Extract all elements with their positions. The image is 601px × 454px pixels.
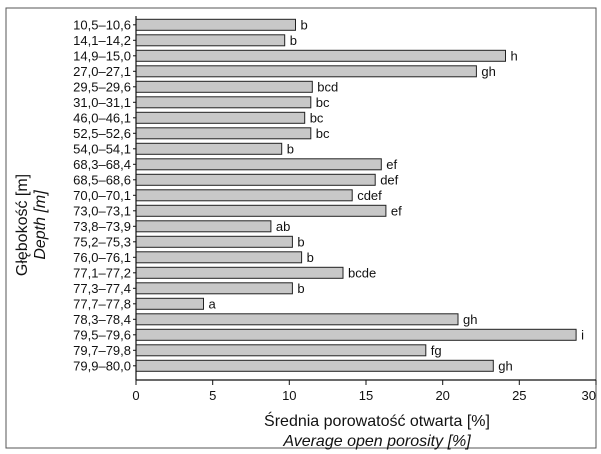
category-label-11: 70,0–70,1 — [73, 188, 131, 203]
category-label-12: 73,0–73,1 — [73, 203, 131, 218]
bar-20 — [135, 328, 577, 341]
x-axis-title: Średnia porowatość otwarta [%] — [264, 411, 490, 430]
category-label-20: 79,5–79,6 — [73, 327, 131, 342]
bar-label-11: cdef — [357, 188, 382, 203]
x-axis-title-english: Average open porosity [%] — [282, 433, 471, 450]
bar-2 — [135, 49, 506, 62]
bar-4 — [135, 80, 313, 93]
bar-label-21: fg — [431, 343, 442, 358]
bar-label-0: b — [301, 17, 308, 32]
bar-label-16: bcde — [348, 265, 376, 280]
category-label-14: 75,2–75,3 — [73, 234, 131, 249]
bar-label-14: b — [297, 234, 304, 249]
bar-label-20: i — [581, 327, 584, 342]
category-label-9: 68,3–68,4 — [73, 157, 131, 172]
category-label-6: 46,0–46,1 — [73, 110, 131, 125]
bar-label-17: b — [297, 281, 304, 296]
category-label-21: 79,7–79,8 — [73, 343, 131, 358]
bar-label-3: gh — [481, 64, 495, 79]
x-tick-label-6: 30 — [582, 388, 596, 403]
category-label-22: 79,9–80,0 — [73, 358, 131, 373]
bar-8 — [135, 142, 283, 155]
bar-label-7: bc — [316, 126, 330, 141]
category-label-13: 73,8–73,9 — [73, 219, 131, 234]
bar-10 — [135, 173, 376, 186]
bar-13 — [135, 220, 272, 233]
bar-label-18: a — [209, 296, 217, 311]
bar-label-10: def — [380, 172, 398, 187]
bar-label-19: gh — [463, 312, 477, 327]
bar-label-2: h — [511, 48, 518, 63]
category-label-3: 27,0–27,1 — [73, 64, 131, 79]
bar-label-5: bc — [316, 95, 330, 110]
category-label-7: 52,5–52,6 — [73, 126, 131, 141]
x-tick-label-2: 10 — [282, 388, 296, 403]
chart-frame — [5, 7, 597, 449]
bar-12 — [135, 204, 387, 217]
category-label-1: 14,1–14,2 — [73, 33, 131, 48]
bar-label-4: bcd — [317, 79, 338, 94]
bar-label-15: b — [307, 250, 314, 265]
bar-label-8: b — [287, 141, 294, 156]
category-label-2: 14,9–15,0 — [73, 48, 131, 63]
bar-16 — [135, 266, 344, 279]
bar-21 — [135, 344, 427, 357]
bar-7 — [135, 127, 312, 140]
category-label-8: 54,0–54,1 — [73, 141, 131, 156]
category-labels: 10,5–10,614,1–14,214,9–15,027,0–27,129,5… — [73, 17, 136, 373]
x-tick-label-5: 25 — [512, 388, 526, 403]
bar-series — [135, 18, 577, 372]
y-axis-title: Głębokość [m] — [14, 174, 31, 276]
category-label-10: 68,5–68,6 — [73, 172, 131, 187]
x-tick-label-4: 20 — [435, 388, 449, 403]
bar-0 — [135, 18, 296, 31]
bar-1 — [135, 34, 286, 47]
bar-6 — [135, 111, 306, 124]
bar-3 — [135, 65, 477, 78]
x-tick-label-3: 15 — [359, 388, 373, 403]
bar-17 — [135, 282, 293, 295]
x-tick-label-0: 0 — [132, 388, 139, 403]
y-axis-title-english: Depth [m] — [32, 190, 49, 260]
bar-19 — [135, 313, 459, 326]
bar-11 — [135, 189, 353, 202]
x-axis: 0 5 10 15 20 25 30 — [132, 379, 597, 403]
category-label-5: 31,0–31,1 — [73, 95, 131, 110]
category-label-19: 78,3–78,4 — [73, 312, 131, 327]
category-label-4: 29,5–29,6 — [73, 79, 131, 94]
bar-14 — [135, 235, 293, 248]
bar-15 — [135, 251, 303, 264]
category-label-0: 10,5–10,6 — [73, 17, 131, 32]
category-label-15: 76,0–76,1 — [73, 250, 131, 265]
bar-label-22: gh — [498, 358, 512, 373]
bar-label-6: bc — [310, 110, 324, 125]
bar-letter-labels: bbhghbcdbcbcbcbefdefcdefefabbbbcdebaghif… — [209, 17, 585, 373]
bar-18 — [135, 297, 204, 310]
bar-label-9: ef — [386, 157, 397, 172]
category-label-16: 77,1–77,2 — [73, 265, 131, 280]
x-tick-label-1: 5 — [209, 388, 216, 403]
bar-label-1: b — [290, 33, 297, 48]
bar-label-12: ef — [391, 203, 402, 218]
category-label-18: 77,7–77,8 — [73, 296, 131, 311]
bar-22 — [135, 359, 494, 372]
category-label-17: 77,3–77,4 — [73, 281, 131, 296]
bar-9 — [135, 158, 382, 171]
bar-label-13: ab — [276, 219, 290, 234]
bar-5 — [135, 96, 312, 109]
